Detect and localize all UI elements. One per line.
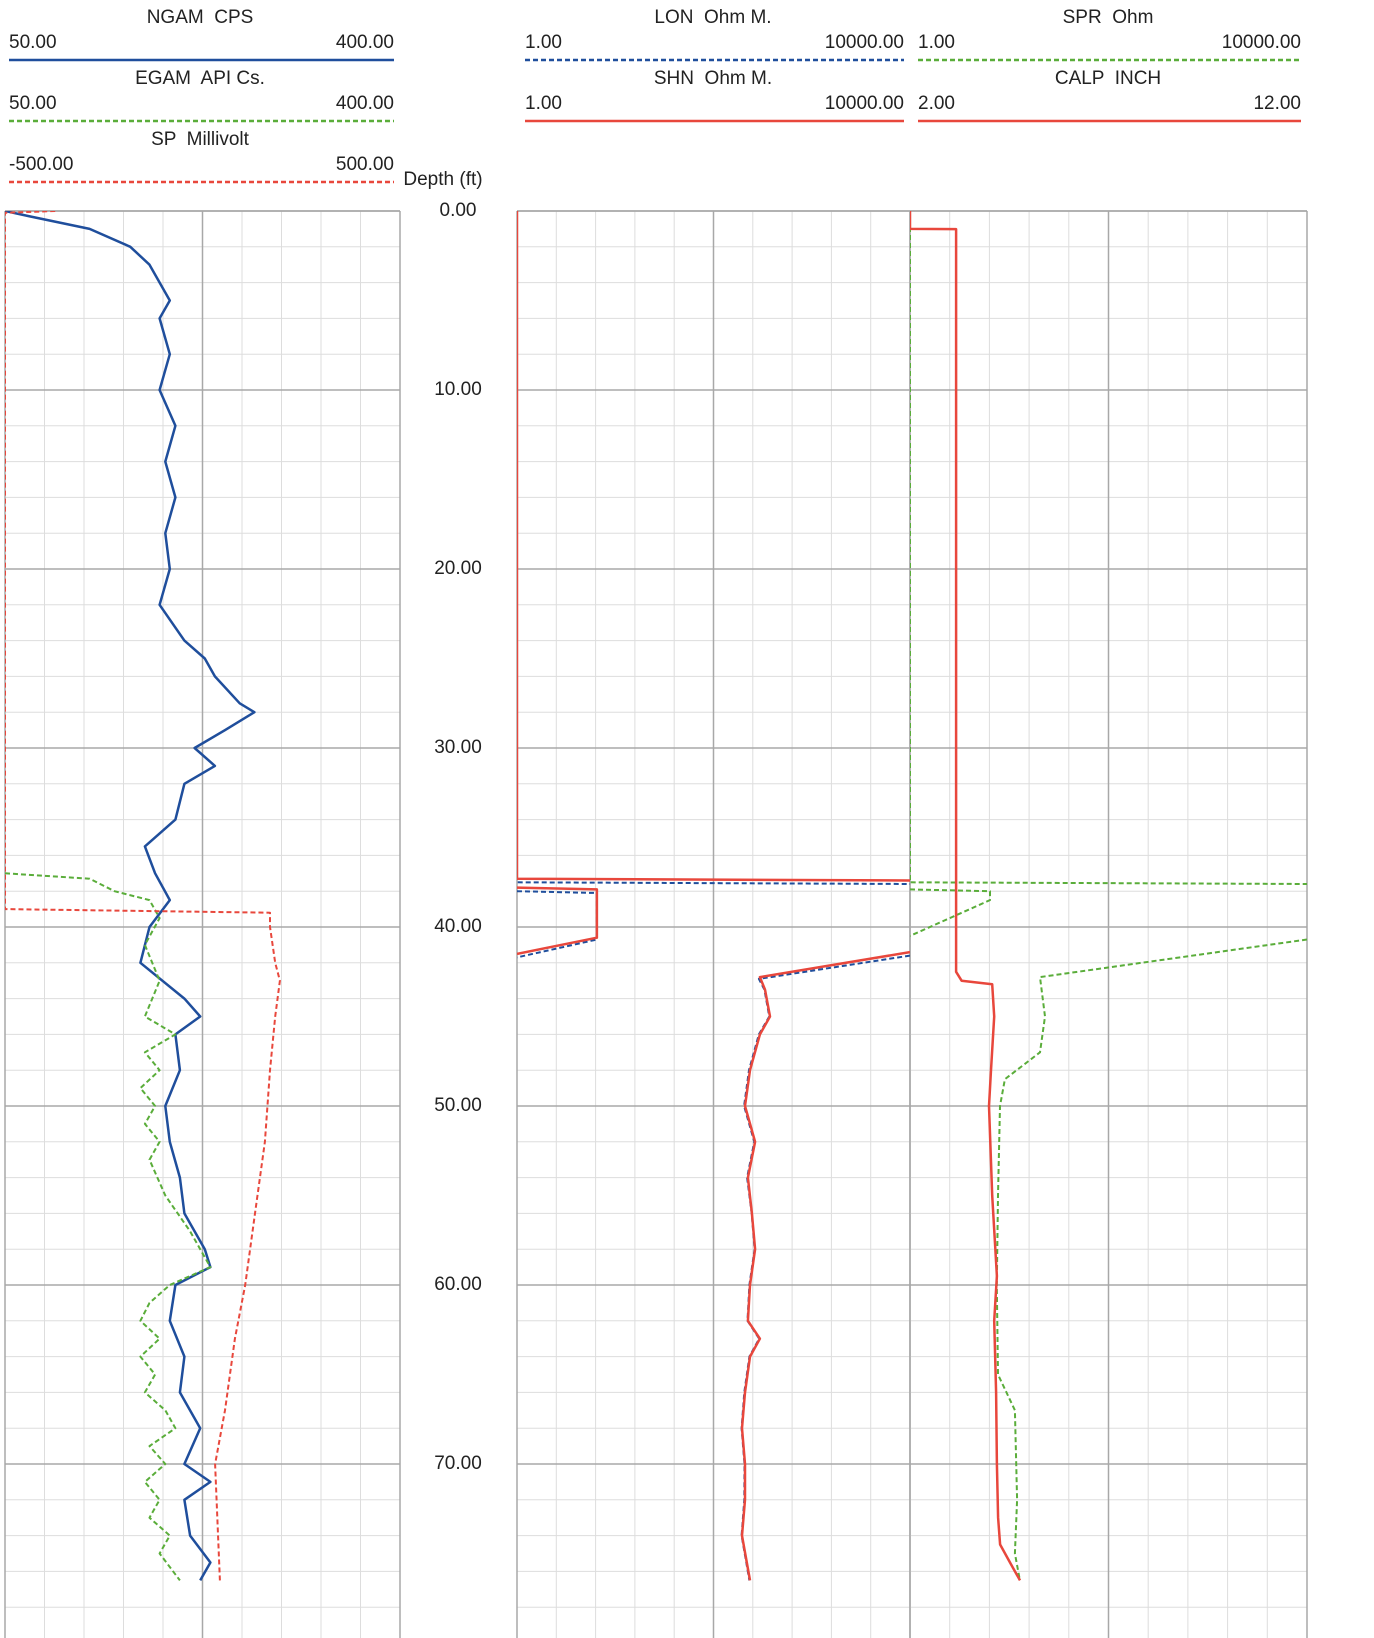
curve-name: LON Ohm M. — [654, 7, 771, 28]
y-tick-label: 40.00 — [434, 916, 482, 937]
y-tick-label: 70.00 — [434, 1453, 482, 1474]
log-curve — [910, 211, 1307, 1581]
scale-min-label: 50.00 — [9, 32, 57, 53]
scale-max-label: 10000.00 — [825, 93, 904, 114]
scale-max-label: 10000.00 — [1222, 32, 1301, 53]
log-curve — [910, 211, 1022, 1582]
scale-max-label: 400.00 — [336, 93, 394, 114]
scale-max-label: 500.00 — [336, 154, 394, 175]
y-tick-label: 0.00 — [440, 200, 477, 221]
scale-min-label: 50.00 — [9, 93, 57, 114]
y-tick-label: 20.00 — [434, 558, 482, 579]
curve-name: CALP INCH — [1055, 68, 1161, 89]
y-tick-label: 60.00 — [434, 1274, 482, 1295]
curve-name: NGAM CPS — [147, 7, 254, 28]
curve-name: SHN Ohm M. — [654, 68, 772, 89]
y-tick-label: 30.00 — [434, 737, 482, 758]
y-tick-label: 10.00 — [434, 379, 482, 400]
log-curve — [5, 211, 281, 1581]
log-curve — [5, 872, 212, 1582]
scale-min-label: 1.00 — [918, 32, 955, 53]
curve-name: EGAM API Cs. — [135, 68, 265, 89]
log-curve — [5, 211, 256, 1582]
curve-name: SP Millivolt — [151, 129, 250, 150]
depth-axis-label: Depth (ft) — [403, 169, 482, 190]
curve-name: SPR Ohm — [1063, 7, 1154, 28]
scale-max-label: 10000.00 — [825, 32, 904, 53]
scale-min-label: 2.00 — [918, 93, 955, 114]
scale-max-label: 12.00 — [1253, 93, 1301, 114]
scale-max-label: 400.00 — [336, 32, 394, 53]
scale-min-label: -500.00 — [9, 154, 73, 175]
log-curve — [517, 211, 910, 1581]
scale-min-label: 1.00 — [525, 32, 562, 53]
scale-min-label: 1.00 — [525, 93, 562, 114]
y-tick-label: 50.00 — [434, 1095, 482, 1116]
